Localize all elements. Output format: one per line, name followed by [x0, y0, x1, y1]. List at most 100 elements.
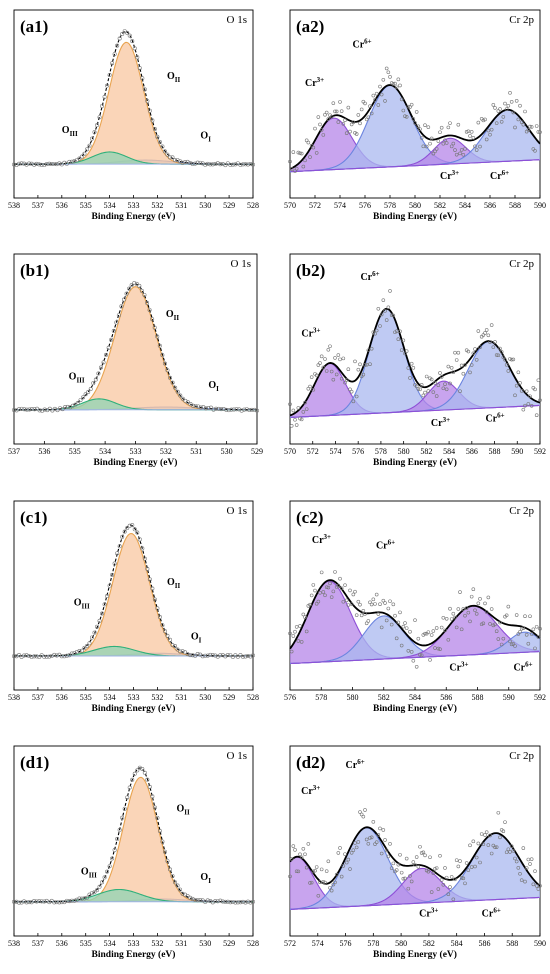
data-point [406, 366, 411, 370]
data-point [173, 158, 178, 163]
data-point [394, 85, 399, 90]
data-point [245, 899, 250, 904]
data-point [468, 843, 472, 848]
data-point [426, 869, 431, 874]
data-point [42, 163, 47, 168]
data-point [356, 599, 361, 604]
data-point [74, 649, 79, 654]
data-point [92, 130, 97, 135]
panel-label: (c1) [20, 508, 47, 527]
x-tick-label: 592 [534, 447, 546, 456]
data-point [106, 345, 111, 350]
data-point [251, 653, 256, 658]
data-point [336, 120, 341, 124]
data-point [376, 306, 381, 311]
data-point [443, 628, 447, 633]
fit-envelope [289, 826, 541, 887]
data-point [469, 594, 474, 599]
data-point [511, 849, 516, 853]
data-point [358, 602, 362, 607]
data-point [414, 384, 419, 389]
data-point [299, 855, 304, 860]
x-axis-title: Binding Energy (eV) [373, 949, 457, 960]
data-point [453, 615, 457, 620]
data-point [147, 307, 152, 312]
data-point [483, 601, 487, 606]
fit-envelope [14, 767, 254, 903]
data-point [32, 654, 37, 659]
data-point [459, 148, 464, 152]
data-point [401, 338, 406, 343]
data-point [536, 887, 541, 891]
data-point [363, 363, 367, 367]
data-point [528, 862, 532, 866]
peak-annotation: OIII [81, 866, 97, 879]
data-point [386, 854, 391, 859]
data-point [135, 768, 140, 773]
data-point [157, 614, 162, 619]
data-point [127, 286, 132, 291]
data-point [316, 599, 321, 604]
x-tick-label: 586 [478, 939, 490, 948]
data-point [523, 879, 527, 884]
data-point [434, 626, 439, 630]
data-point [57, 161, 62, 166]
x-tick-label: 530 [199, 201, 211, 210]
data-point [351, 848, 356, 853]
data-point [298, 624, 302, 628]
data-point [361, 609, 366, 613]
data-point [49, 653, 54, 658]
data-point [301, 846, 306, 851]
data-point [494, 121, 499, 125]
x-tick-label: 580 [395, 939, 407, 948]
spectrum-tag: Cr 2p [509, 750, 534, 762]
peak-fill-o-ii [14, 42, 253, 165]
panel-d2: 572 574 576 578 580 582 584 586 588 590 Binding En… [284, 745, 546, 960]
x-tick-label: 538 [8, 693, 20, 702]
data-point [378, 84, 382, 89]
data-point [14, 408, 19, 413]
x-axis-title: Binding Energy (eV) [92, 949, 176, 960]
data-point [19, 406, 24, 411]
data-point [69, 898, 74, 903]
data-point [142, 87, 147, 92]
data-point [501, 355, 506, 360]
data-point [514, 613, 519, 617]
data-point [429, 890, 434, 894]
data-point [313, 126, 317, 131]
data-point [511, 110, 516, 115]
data-point [215, 899, 220, 904]
data-point [423, 390, 427, 395]
data-point [328, 344, 332, 349]
data-point [458, 151, 462, 156]
data-point [486, 595, 491, 600]
data-point [341, 356, 346, 361]
data-point [508, 91, 512, 95]
data-point [406, 104, 411, 109]
data-point [333, 109, 337, 114]
data-point [316, 115, 321, 119]
data-point [509, 642, 514, 647]
x-tick-label: 574 [312, 939, 324, 948]
data-point [230, 899, 235, 904]
data-point [406, 648, 411, 653]
data-point [533, 387, 537, 392]
data-point [243, 654, 248, 659]
x-tick-label: 537 [32, 939, 44, 948]
data-point [213, 653, 218, 658]
spectrum-tag: O 1s [227, 14, 247, 26]
data-point [105, 83, 110, 88]
data-point [386, 70, 391, 75]
peak-fill-o-ii [14, 286, 257, 410]
data-point [19, 900, 24, 905]
x-tick-label: 536 [56, 693, 68, 702]
data-point [127, 785, 132, 790]
data-point [84, 643, 89, 648]
data-point [173, 385, 178, 390]
data-point [459, 876, 464, 880]
data-point [388, 842, 392, 846]
data-point [188, 895, 193, 900]
data-point [303, 158, 307, 163]
data-point [534, 413, 539, 418]
data-point [62, 654, 67, 659]
